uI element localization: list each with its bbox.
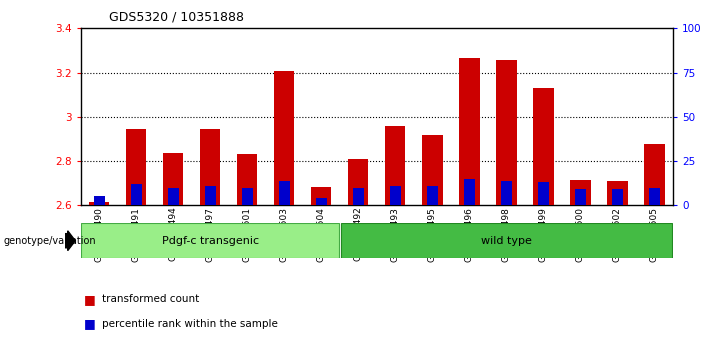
Bar <box>353 188 364 205</box>
Bar <box>93 196 104 205</box>
Bar <box>570 180 590 205</box>
Bar <box>575 189 586 205</box>
Text: Pdgf-c transgenic: Pdgf-c transgenic <box>162 236 259 246</box>
Text: wild type: wild type <box>481 236 532 246</box>
Bar <box>168 188 179 205</box>
Bar <box>390 186 401 205</box>
FancyArrow shape <box>65 231 75 251</box>
Bar <box>422 135 442 205</box>
Bar <box>279 181 290 205</box>
Bar <box>649 188 660 205</box>
Bar <box>274 72 294 205</box>
Bar <box>348 159 369 205</box>
Bar <box>126 129 147 205</box>
Bar <box>459 58 479 205</box>
Bar <box>311 187 332 205</box>
Bar <box>501 181 512 205</box>
Bar <box>237 154 257 205</box>
Bar <box>130 184 142 205</box>
Text: GDS5320 / 10351888: GDS5320 / 10351888 <box>109 11 244 24</box>
Bar <box>341 223 672 258</box>
Bar <box>644 144 665 205</box>
Bar <box>205 186 216 205</box>
Text: ■: ■ <box>84 318 96 330</box>
Bar <box>538 182 549 205</box>
Bar <box>496 61 517 205</box>
Text: genotype/variation: genotype/variation <box>4 236 96 246</box>
Bar <box>385 126 405 205</box>
Bar <box>427 186 438 205</box>
Text: transformed count: transformed count <box>102 294 199 304</box>
Bar <box>464 179 475 205</box>
Bar <box>200 129 220 205</box>
Bar <box>607 181 627 205</box>
Bar <box>163 153 184 205</box>
Text: percentile rank within the sample: percentile rank within the sample <box>102 319 278 329</box>
Bar <box>242 188 253 205</box>
Bar <box>315 198 327 205</box>
Bar <box>533 88 554 205</box>
Text: ■: ■ <box>84 293 96 306</box>
Bar <box>81 223 339 258</box>
Bar <box>612 189 623 205</box>
Bar <box>89 202 109 205</box>
